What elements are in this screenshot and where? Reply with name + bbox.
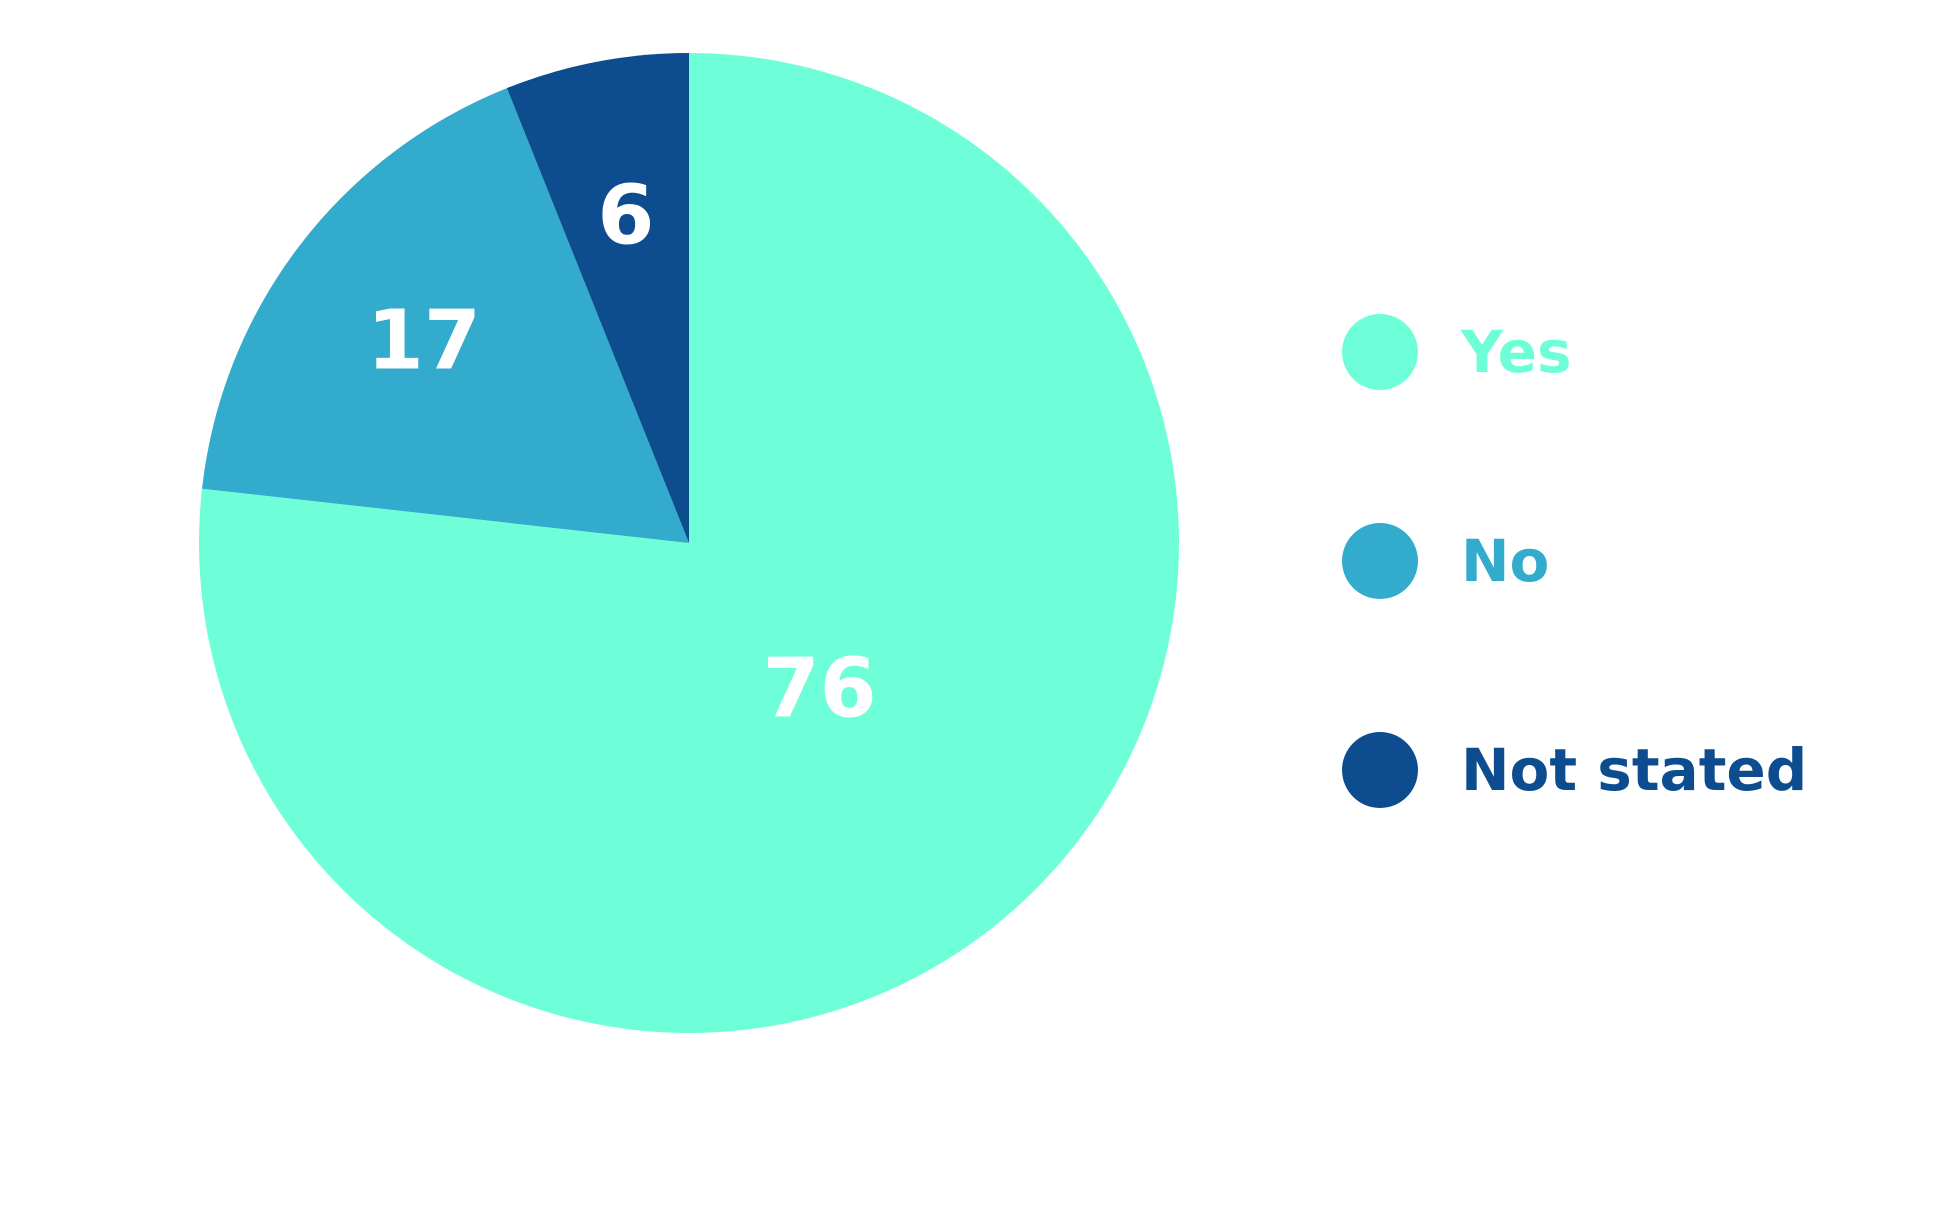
pie-slice xyxy=(506,53,689,543)
legend-label: No xyxy=(1461,527,1549,595)
slice-label: 17 xyxy=(367,294,481,389)
legend-swatch xyxy=(1342,732,1418,808)
legend-label: Not stated xyxy=(1461,736,1807,804)
pie-slice xyxy=(198,53,1179,1033)
legend-swatch xyxy=(1342,523,1418,599)
pie-slice xyxy=(202,88,689,543)
slice-label: 6 xyxy=(597,168,654,263)
legend-swatch xyxy=(1342,314,1418,390)
slice-label: 76 xyxy=(763,642,877,737)
legend-label: Yes xyxy=(1460,318,1572,386)
